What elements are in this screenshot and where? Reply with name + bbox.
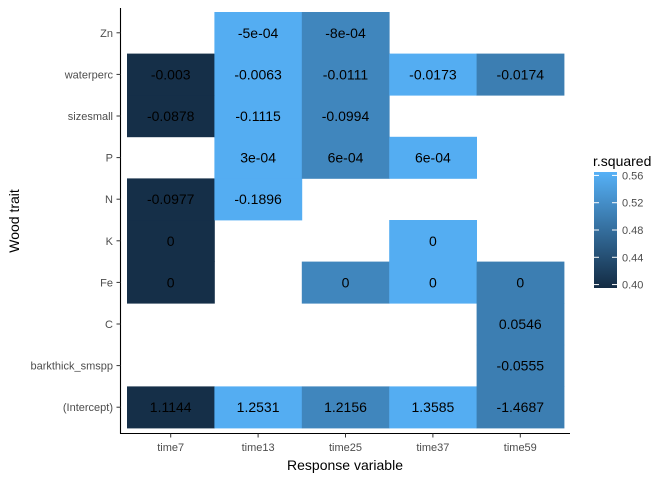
x-tick-label-time7: time7	[157, 442, 184, 454]
y-tick-label-c: C	[105, 319, 113, 331]
cell-label-time25-p: 6e-04	[328, 150, 364, 166]
y-tick-label-sizesmall: sizesmall	[68, 111, 113, 123]
cell-label-time13-p: 3e-04	[240, 150, 276, 166]
legend-title: r.squared	[593, 153, 651, 169]
cell-label-time13-sizesmall: -0.1115	[235, 108, 281, 124]
cell-label-time25-sizesmall: -0.0994	[322, 108, 370, 124]
x-tick-label-time25: time25	[329, 442, 362, 454]
cell-label-time25-zn: -8e-04	[325, 25, 366, 41]
cell-label-time59-c: 0.0546	[499, 316, 542, 332]
legend-tick-label: 0.44	[622, 252, 643, 264]
cell-label-time25-waterperc: -0.0111	[323, 66, 369, 82]
cell-label-time59-intercept: -1.4687	[497, 399, 545, 415]
cell-label-time7-sizesmall: -0.0878	[147, 108, 195, 124]
heatmap-cell-time13-zn	[214, 12, 303, 54]
heatmap-cell-time7-sizesmall	[127, 95, 215, 138]
heatmap-cell-time25-waterperc	[301, 53, 390, 96]
x-ticks: time7 time13 time25 time37 time59	[157, 433, 537, 454]
cell-label-time13-n: -0.1896	[234, 191, 282, 207]
heatmap-cell-time25-intercept	[301, 386, 390, 429]
heatmap-cell-time7-waterperc	[127, 53, 215, 96]
cell-label-time37-waterperc: -0.0173	[409, 66, 457, 82]
y-ticks: (Intercept) barkthick_smspp C Fe K N Psizesmal…	[30, 28, 121, 414]
y-tick-label-fe: Fe	[100, 277, 113, 289]
cell-label-time37-intercept: 1.3585	[411, 399, 454, 415]
heatmap-cell-time37-k	[389, 220, 477, 262]
cell-label-time7-waterperc: -0.003	[151, 66, 191, 82]
heatmap-cell-time25-fe	[301, 261, 390, 304]
heatmap-cell-time25-p	[301, 136, 390, 179]
cell-label-time59-waterperc: -0.0174	[497, 66, 545, 82]
cell-label-time37-p: 6e-04	[415, 150, 451, 166]
cell-label-time7-n: -0.0977	[147, 191, 195, 207]
heatmap-cell-time13-waterperc	[214, 53, 303, 96]
legend: r.squared 0.40 0.44 0.48 0.52 0.56	[593, 153, 651, 292]
heatmap-cell-time13-p	[214, 136, 303, 179]
heatmap-cell-time37-intercept	[389, 386, 477, 429]
legend-tick-label: 0.52	[622, 198, 643, 210]
heatmap-cell-time59-intercept	[476, 386, 565, 429]
heatmap-cell-time59-fe	[476, 261, 565, 304]
cell-label-time13-waterperc: -0.0063	[234, 66, 282, 82]
legend-colorbar	[594, 172, 617, 288]
cell-label-time59-barkthick-smspp: -0.0555	[497, 358, 545, 374]
y-axis-title: Wood trait	[6, 189, 22, 253]
cell-label-time13-intercept: 1.2531	[237, 399, 280, 415]
legend-ticks: 0.40 0.44 0.48 0.52 0.56	[594, 170, 643, 292]
heatmap-cell-time13-n	[214, 178, 303, 221]
heatmap-cell-time59-barkthick-smspp	[476, 344, 565, 387]
legend-tick-label: 0.40	[622, 280, 643, 292]
cell-label-time13-zn: -5e-04	[238, 25, 279, 41]
heatmap-cells	[127, 12, 565, 429]
cell-label-time25-fe: 0	[342, 274, 350, 290]
cell-label-time7-intercept: 1.1144	[150, 399, 192, 415]
y-tick-label-n: N	[105, 194, 113, 206]
heatmap-cell-time7-n	[127, 178, 215, 221]
y-tick-label-barkthick-smspp: barkthick_smspp	[30, 361, 113, 373]
y-tick-label-p: P	[106, 153, 113, 165]
heatmap-cell-time13-intercept	[214, 386, 303, 429]
legend-tick-label: 0.48	[622, 225, 643, 237]
x-tick-label-time13: time13	[242, 442, 275, 454]
heatmap-cell-time7-intercept	[127, 386, 215, 429]
cell-label-time37-fe: 0	[429, 274, 437, 290]
heatmap-cell-time7-k	[127, 220, 215, 262]
cell-labels: 1.1144 1.2531 1.2156 1.3585 -1.4687 -0.0555 0.…	[147, 25, 544, 415]
x-tick-label-time59: time59	[504, 442, 537, 454]
heatmap-cell-time59-waterperc	[476, 53, 565, 96]
cell-label-time37-k: 0	[429, 233, 437, 249]
y-tick-label-intercept: (Intercept)	[63, 402, 113, 414]
heatmap-cell-time25-zn	[301, 12, 390, 54]
heatmap-cell-time25-sizesmall	[301, 95, 390, 138]
heatmap-cell-time37-waterperc	[389, 53, 477, 96]
heatmap-cell-time13-sizesmall	[214, 95, 303, 138]
x-axis-title: Response variable	[287, 457, 403, 473]
y-tick-label-k: K	[106, 236, 114, 248]
cell-label-time7-k: 0	[167, 233, 175, 249]
legend-tick-label: 0.56	[622, 170, 643, 182]
heatmap-cell-time59-c	[476, 303, 565, 346]
heatmap-cell-time37-fe	[389, 261, 477, 304]
heatmap-cell-time7-fe	[127, 261, 215, 304]
cell-label-time59-fe: 0	[516, 274, 524, 290]
cell-label-time7-fe: 0	[167, 274, 175, 290]
heatmap-cell-time37-p	[389, 136, 477, 179]
y-tick-label-zn: Zn	[100, 28, 113, 40]
cell-label-time25-intercept: 1.2156	[324, 399, 367, 415]
x-tick-label-time37: time37	[416, 442, 449, 454]
y-tick-label-waterperc: waterperc	[64, 69, 114, 81]
